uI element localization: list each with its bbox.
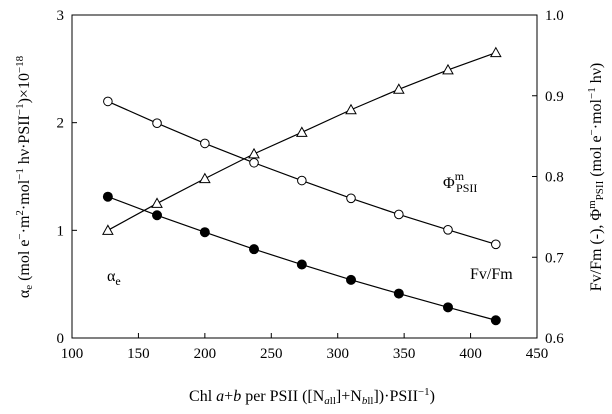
x-axis-label: Chl a+b per PSII ([Nall]+Nbll])·PSII−1): [189, 386, 435, 407]
point-filled-circle: [442, 302, 453, 313]
y-right-ticks: 0.6 0.7 0.8 0.9 1.0: [532, 8, 564, 347]
point-open-triangle: [151, 197, 163, 208]
point-open-triangle: [442, 63, 454, 75]
point-filled-circle: [490, 315, 501, 326]
series-line-filled-circle: [107, 196, 496, 321]
x-tick-label: 400: [459, 346, 482, 362]
x-ticks: 100 150 200 250 300 350 400 450: [61, 333, 549, 362]
point-open-triangle: [295, 126, 308, 137]
y-left-tick-label: 3: [57, 8, 65, 24]
y-left-axis-label: αe (mol e−·m2·mol−1 hν·PSII−1)×10−18: [14, 55, 35, 298]
point-open-circle: [200, 138, 210, 149]
annotation-fvfm: Fv/Fm: [470, 266, 513, 283]
y-right-tick-label: 0.9: [545, 89, 564, 105]
point-filled-circle: [346, 274, 356, 285]
point-open-triangle: [248, 147, 260, 159]
series-layer: [102, 46, 502, 326]
point-open-circle: [152, 118, 162, 129]
point-open-circle: [249, 157, 259, 168]
y-left-tick-label: 0: [57, 331, 65, 347]
point-open-circle: [491, 239, 501, 250]
point-filled-circle: [296, 259, 307, 270]
point-filled-circle: [199, 227, 210, 238]
point-open-triangle: [345, 103, 357, 115]
point-filled-circle: [102, 191, 113, 202]
annotation-alpha: αe: [107, 268, 121, 288]
x-tick-label: 300: [326, 346, 349, 362]
point-filled-circle: [249, 244, 260, 255]
point-open-triangle: [102, 224, 114, 235]
point-open-circle: [394, 209, 404, 220]
y-right-tick-label: 1.0: [545, 8, 564, 24]
point-filled-circle: [152, 210, 163, 221]
x-tick-label: 250: [260, 346, 283, 362]
point-open-circle: [103, 96, 113, 107]
point-open-circle: [443, 224, 453, 235]
point-filled-circle: [393, 288, 404, 299]
point-open-triangle: [392, 83, 405, 94]
point-open-circle: [346, 193, 356, 204]
y-left-tick-label: 1: [57, 223, 65, 239]
y-left-ticks: 0 1 2 3: [57, 8, 77, 347]
x-tick-label: 450: [526, 346, 549, 362]
y-left-tick-label: 2: [57, 116, 65, 132]
y-right-tick-label: 0.8: [545, 170, 564, 186]
x-tick-label: 350: [393, 346, 416, 362]
series-line-open-triangle: [107, 52, 497, 231]
annotation-phi: Φm PSII: [443, 169, 477, 195]
y-right-tick-label: 0.6: [545, 331, 564, 347]
x-tick-label: 200: [194, 346, 217, 362]
x-tick-label: 100: [61, 346, 84, 362]
x-tick-label: 150: [127, 346, 150, 362]
y-right-axis-label: Fv/Fm (-), ΦmPSII (mol e−·mol−1 hν): [586, 63, 606, 292]
y-right-tick-label: 0.7: [545, 250, 564, 266]
series-line-open-circle: [107, 100, 496, 245]
point-open-triangle: [489, 46, 502, 58]
point-open-circle: [297, 175, 307, 186]
point-open-triangle: [199, 172, 211, 184]
